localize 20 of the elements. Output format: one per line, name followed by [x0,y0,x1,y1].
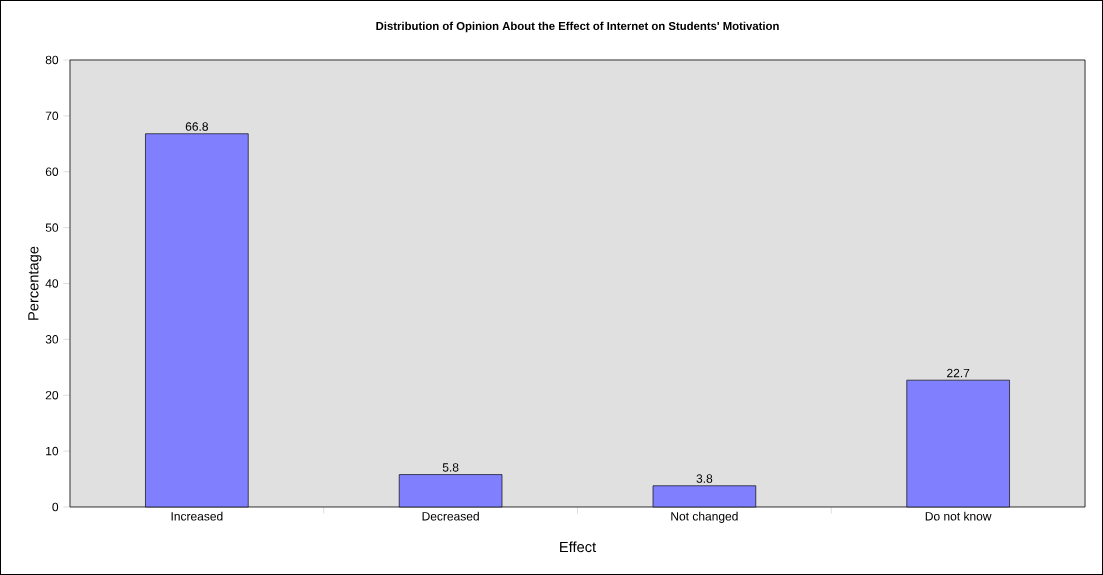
x-tick-label: Decreased [422,511,479,521]
chart-title: Distribution of Opinion About the Effect of Internet on Students' Motivation [376,21,779,33]
y-tick-label: 30 [45,335,59,344]
data-label: 5.8 [442,463,459,472]
y-tick-label: 0 [52,502,59,512]
data-label: 3.8 [696,474,713,483]
y-tick-label: 40 [45,279,59,288]
y-tick-label: 80 [45,55,59,65]
y-tick-label: 20 [45,391,59,400]
y-axis-title: Percentage [28,246,42,320]
data-label: 66.8 [185,122,209,131]
x-tick-label: Increased [171,511,223,521]
y-tick-label: 60 [45,167,59,176]
data-label: 22.7 [947,368,970,378]
x-tick-label: Do not know [925,511,992,521]
x-axis-title: Effect [560,541,597,553]
x-tick-label: Not changed [671,511,738,523]
y-tick-label: 10 [46,446,59,456]
y-tick-label: 50 [45,223,59,232]
y-tick-label: 70 [45,111,59,121]
